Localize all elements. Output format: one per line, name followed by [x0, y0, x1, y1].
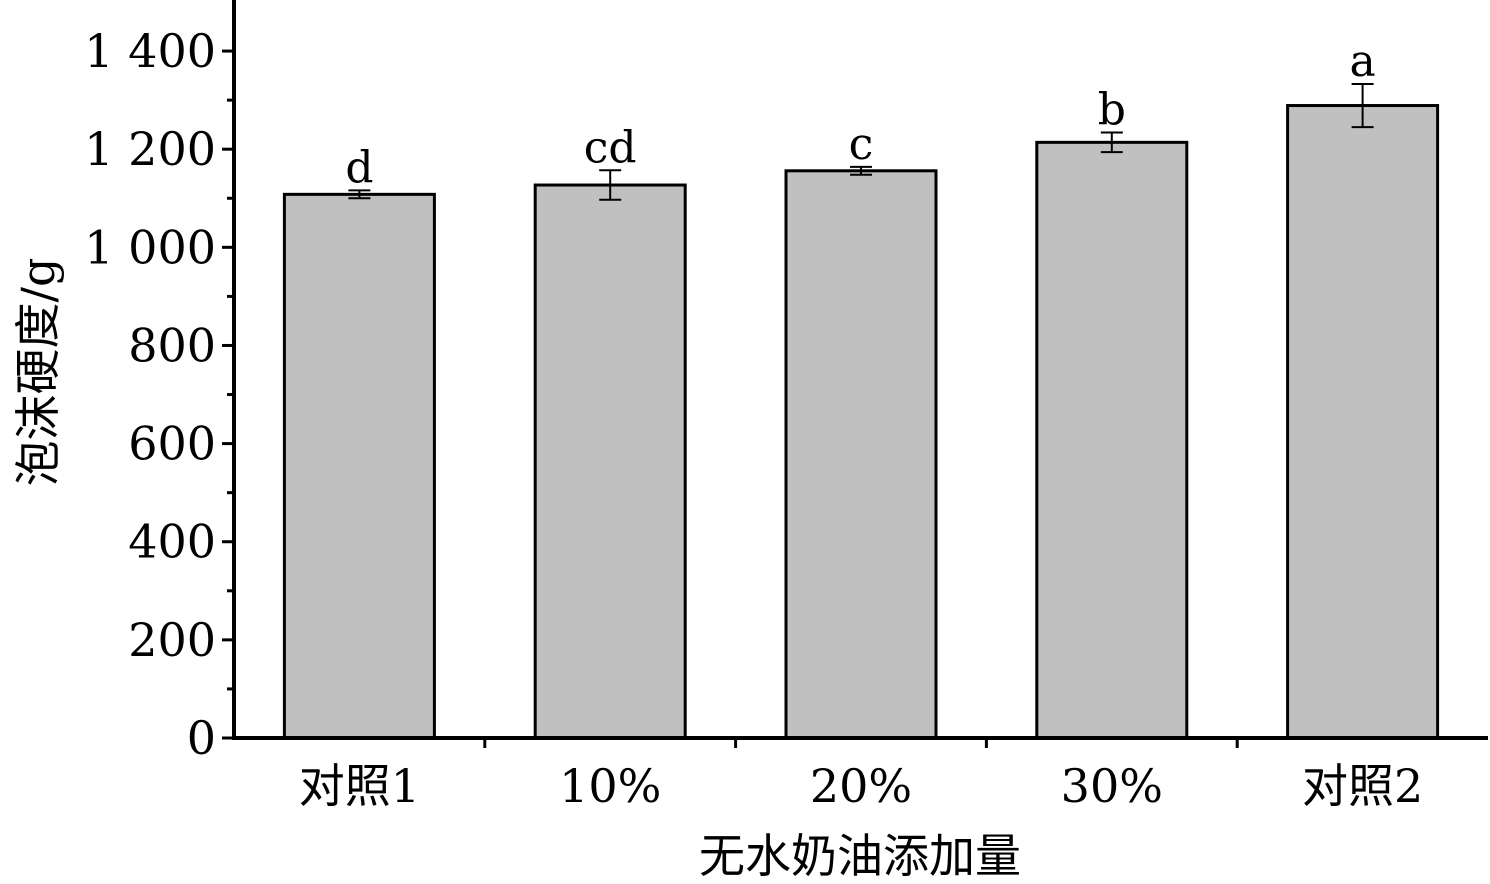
significance-label: cd — [584, 122, 637, 173]
y-tick-label: 0 — [187, 711, 216, 765]
y-tick-labels: 0 200 400 600 800 1 000 1 200 1 400 — [84, 24, 216, 765]
bar — [282, 192, 436, 740]
y-tick-label: 600 — [128, 417, 216, 471]
y-tick-label: 400 — [128, 515, 216, 569]
bars — [282, 104, 1440, 740]
x-tick-label: 10% — [559, 759, 661, 813]
x-tick-label: 20% — [810, 759, 912, 813]
x-tick-label: 对照2 — [1302, 759, 1423, 813]
bar — [1035, 140, 1189, 740]
significance-labels: d cd c b a — [345, 36, 1375, 193]
error-bars — [348, 82, 1374, 201]
x-tick-labels: 对照1 10% 20% 30% 对照2 — [299, 759, 1423, 813]
y-axis-title: 泡沫硬度/g — [11, 258, 65, 487]
significance-label: b — [1098, 85, 1126, 136]
x-tick-label: 对照1 — [299, 759, 420, 813]
x-axis-title: 无水奶油添加量 — [699, 829, 1021, 883]
significance-label: c — [849, 119, 874, 170]
y-tick-label: 1 200 — [84, 122, 216, 176]
x-tick-label: 30% — [1061, 759, 1163, 813]
significance-label: a — [1349, 36, 1375, 87]
y-tick-label: 800 — [128, 318, 216, 372]
bar — [533, 183, 687, 740]
y-tick-label: 1 000 — [84, 220, 216, 274]
significance-label: d — [345, 142, 373, 193]
bar — [1286, 104, 1440, 740]
bar — [784, 169, 938, 740]
y-tick-label: 200 — [128, 613, 216, 667]
y-tick-label: 1 400 — [84, 24, 216, 78]
